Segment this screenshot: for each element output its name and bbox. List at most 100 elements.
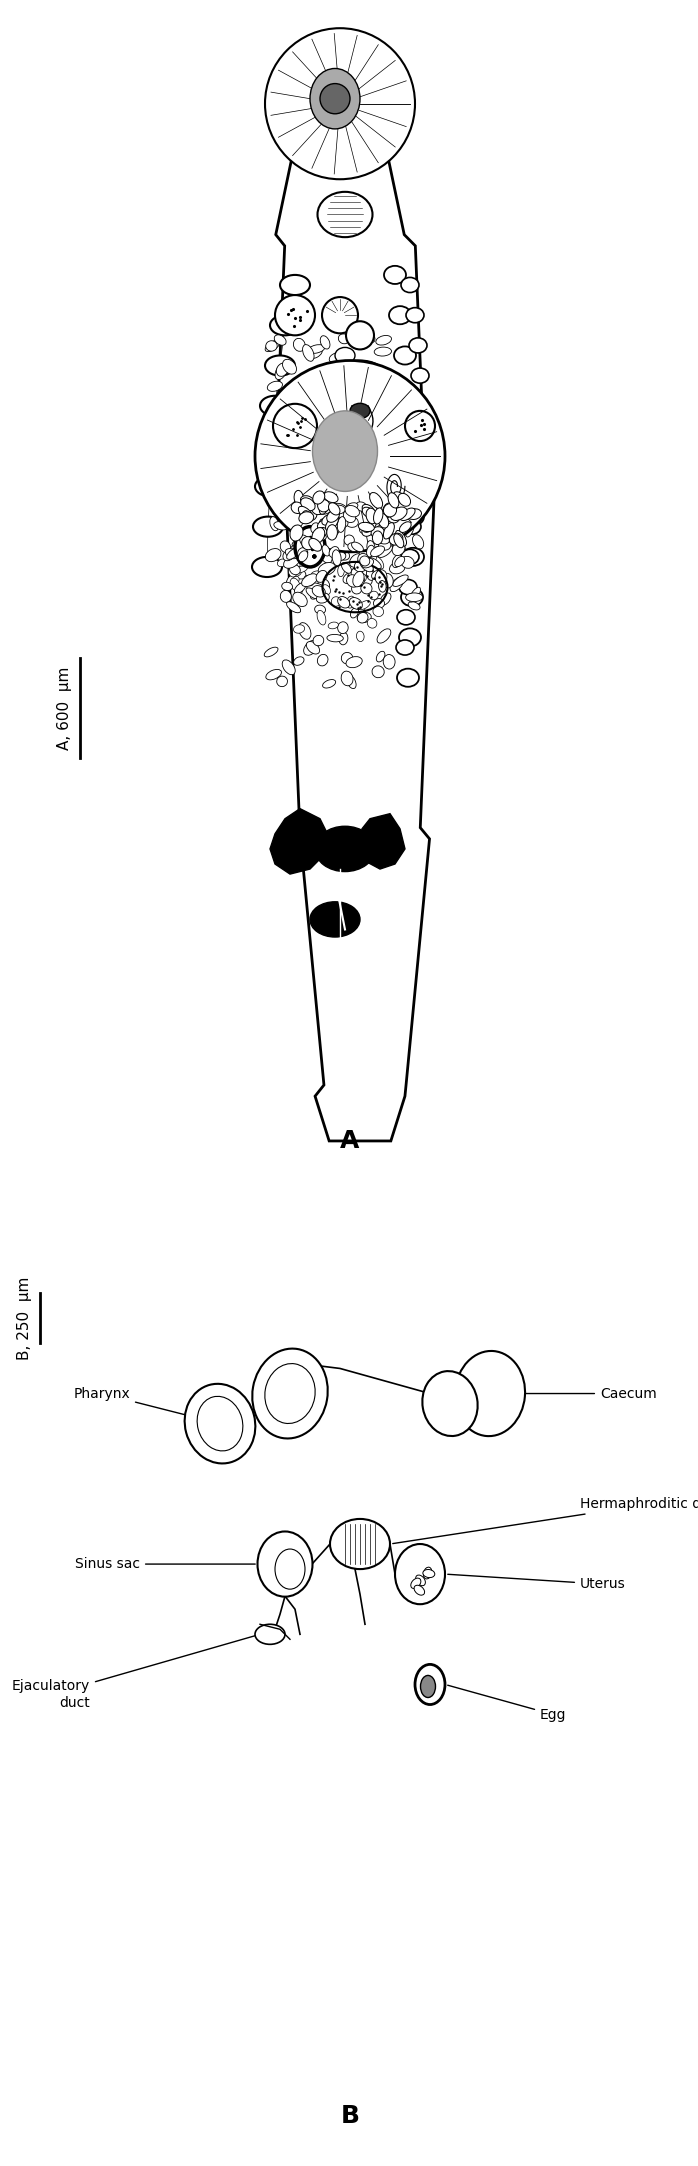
Ellipse shape [392,542,405,554]
Ellipse shape [328,431,343,440]
Ellipse shape [328,496,336,505]
Ellipse shape [341,563,351,574]
Ellipse shape [360,329,375,342]
Ellipse shape [394,492,408,503]
Ellipse shape [415,1575,425,1586]
Ellipse shape [366,498,376,507]
Ellipse shape [394,533,403,548]
Ellipse shape [322,680,336,689]
Text: B, 250  μm: B, 250 μm [17,1276,33,1360]
Ellipse shape [327,635,343,641]
Ellipse shape [348,433,357,446]
Ellipse shape [255,477,285,496]
Ellipse shape [324,492,338,503]
Ellipse shape [325,381,339,392]
Ellipse shape [410,587,420,602]
Ellipse shape [367,557,381,570]
Ellipse shape [358,600,371,609]
Ellipse shape [327,537,339,550]
Ellipse shape [310,69,360,130]
Ellipse shape [332,520,340,533]
Ellipse shape [357,613,368,624]
Ellipse shape [257,435,287,457]
Ellipse shape [373,563,380,576]
Ellipse shape [314,529,327,539]
Ellipse shape [312,585,325,598]
Ellipse shape [361,583,372,593]
Ellipse shape [303,386,313,396]
Ellipse shape [399,494,410,507]
Ellipse shape [393,574,408,587]
Ellipse shape [282,583,292,591]
Ellipse shape [319,520,327,529]
Ellipse shape [318,563,336,576]
Ellipse shape [371,570,382,580]
Ellipse shape [325,539,341,552]
Ellipse shape [365,544,375,554]
Ellipse shape [320,520,330,529]
Ellipse shape [280,542,290,552]
Ellipse shape [366,509,377,524]
Ellipse shape [330,377,350,394]
Ellipse shape [275,364,288,379]
Ellipse shape [307,459,322,470]
Ellipse shape [362,507,376,518]
Ellipse shape [327,412,339,422]
Ellipse shape [290,498,301,507]
Ellipse shape [270,494,282,507]
Ellipse shape [394,347,416,364]
Ellipse shape [373,531,383,544]
Ellipse shape [283,360,297,375]
Ellipse shape [401,550,419,565]
Ellipse shape [401,468,423,485]
Ellipse shape [383,522,394,539]
Ellipse shape [290,468,301,477]
Ellipse shape [424,1568,432,1579]
Ellipse shape [343,394,355,405]
Ellipse shape [299,535,311,548]
Ellipse shape [422,1371,477,1436]
Ellipse shape [295,585,303,593]
Ellipse shape [411,368,429,383]
Ellipse shape [362,505,375,516]
Circle shape [312,554,316,559]
Ellipse shape [389,533,403,546]
Ellipse shape [376,379,388,392]
Ellipse shape [330,438,341,451]
Ellipse shape [290,565,300,574]
Ellipse shape [301,496,313,505]
Ellipse shape [302,537,314,550]
Ellipse shape [330,1518,390,1568]
Ellipse shape [266,669,281,680]
Ellipse shape [313,531,326,539]
Ellipse shape [310,457,323,466]
Ellipse shape [316,593,329,602]
Ellipse shape [323,381,338,390]
Ellipse shape [276,479,286,490]
Ellipse shape [307,552,318,563]
Ellipse shape [359,526,370,533]
Ellipse shape [335,360,385,390]
Ellipse shape [308,416,318,425]
Ellipse shape [346,676,356,689]
Ellipse shape [267,381,283,392]
Ellipse shape [378,539,391,550]
Ellipse shape [287,602,301,613]
Ellipse shape [399,580,417,596]
Ellipse shape [306,587,319,598]
Ellipse shape [293,444,305,457]
Ellipse shape [329,353,344,364]
Ellipse shape [313,635,324,645]
Ellipse shape [310,520,320,529]
Ellipse shape [316,570,327,583]
Ellipse shape [369,461,378,474]
Ellipse shape [304,550,315,563]
Ellipse shape [372,546,383,557]
Ellipse shape [291,576,299,585]
Ellipse shape [285,438,297,451]
Ellipse shape [293,338,305,351]
Ellipse shape [325,537,335,550]
Ellipse shape [281,457,292,466]
Ellipse shape [362,366,372,377]
Ellipse shape [331,500,341,509]
